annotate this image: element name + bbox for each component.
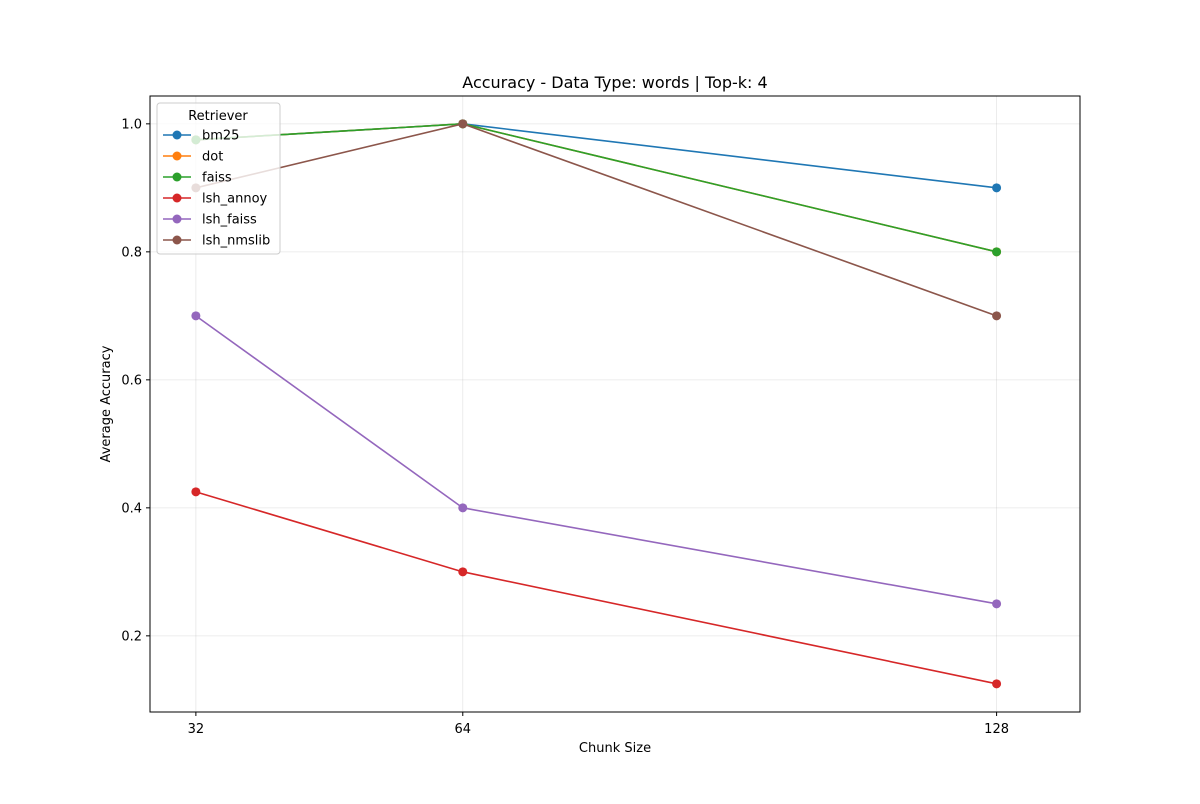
legend: Retriever bm25 dot faiss lsh_annoy lsh_faiss…	[156, 102, 281, 255]
data-point-lsh_faiss	[191, 311, 201, 321]
data-point-lsh_nmslib	[458, 119, 468, 129]
y-tick-label: 0.4	[121, 501, 142, 516]
y-tick-label: 0.8	[121, 245, 142, 260]
data-point-lsh_faiss	[458, 503, 468, 513]
x-tick-label: 32	[188, 722, 205, 737]
plot-frame	[149, 95, 1081, 713]
legend-label-faiss: faiss	[202, 171, 232, 186]
data-point-faiss	[992, 247, 1002, 257]
legend-label-bm25: bm25	[202, 129, 239, 144]
data-point-lsh_annoy	[458, 567, 468, 577]
chart-title: Accuracy - Data Type: words | Top-k: 4	[462, 73, 767, 92]
data-point-bm25	[992, 183, 1002, 193]
data-point-lsh_annoy	[992, 679, 1002, 689]
x-tick-label: 64	[455, 722, 472, 737]
legend-marker-dot	[172, 151, 182, 161]
y-tick-label: 0.2	[121, 629, 142, 644]
y-tick-label: 1.0	[121, 117, 142, 132]
data-point-lsh_nmslib	[992, 311, 1002, 321]
legend-marker-lsh_annoy	[172, 193, 182, 203]
y-axis-label: Average Accuracy	[99, 345, 114, 462]
x-axis-label: Chunk Size	[579, 741, 651, 756]
legend-label-lsh_nmslib: lsh_nmslib	[202, 234, 270, 249]
data-point-lsh_faiss	[992, 599, 1002, 609]
data-point-lsh_annoy	[191, 487, 201, 497]
legend-items: bm25 dot faiss lsh_annoy lsh_faiss lsh_nmslib	[163, 129, 270, 249]
x-tick-label: 128	[984, 722, 1009, 737]
legend-title: Retriever	[188, 109, 248, 124]
legend-label-lsh_annoy: lsh_annoy	[202, 192, 268, 207]
grid-lines	[150, 96, 1080, 712]
legend-marker-lsh_faiss	[172, 214, 182, 224]
axis-ticks: 32 64 128 0.2 0.4 0.6 0.8 1.0	[121, 117, 1009, 737]
plot-area	[150, 96, 1080, 712]
y-tick-label: 0.6	[121, 373, 142, 388]
legend-marker-faiss	[172, 172, 182, 182]
legend-box	[156, 102, 281, 255]
legend-label-lsh_faiss: lsh_faiss	[202, 213, 257, 228]
legend-marker-lsh_nmslib	[172, 235, 182, 245]
legend-marker-bm25	[172, 130, 182, 140]
legend-label-dot: dot	[202, 150, 223, 165]
